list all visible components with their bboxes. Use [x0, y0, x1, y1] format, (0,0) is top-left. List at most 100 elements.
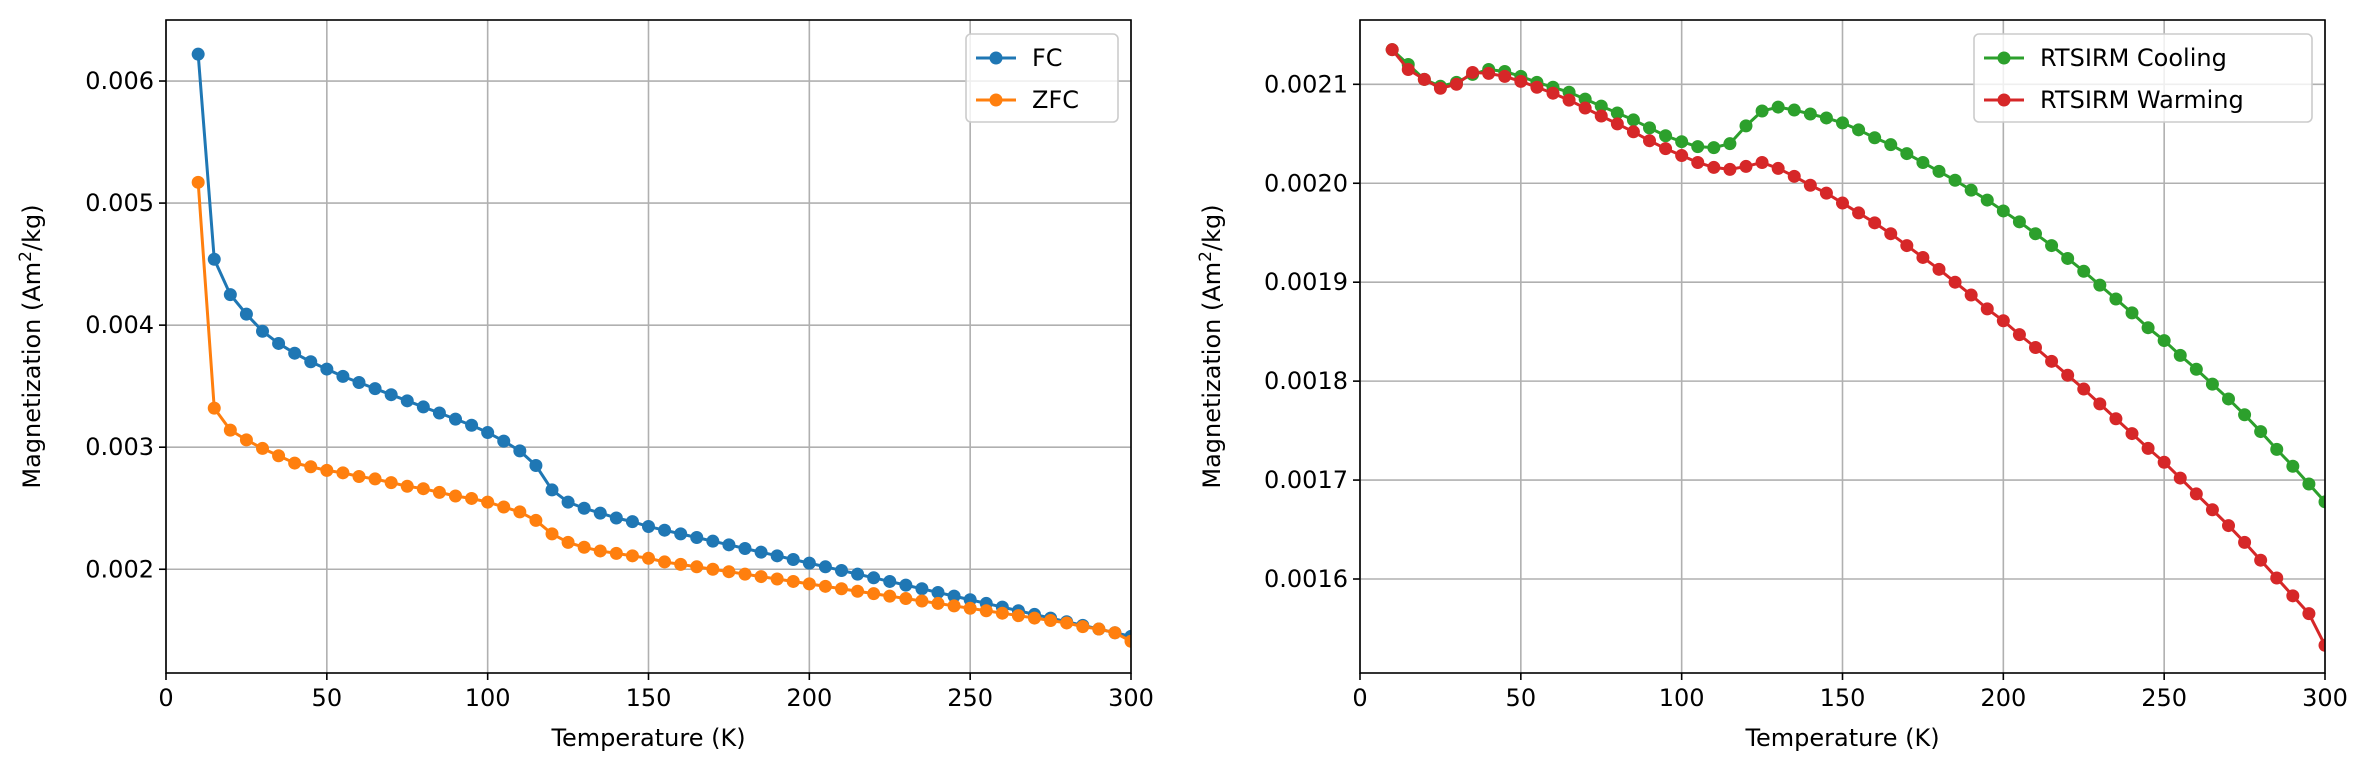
data-point [497, 434, 511, 448]
data-point [1643, 134, 1656, 148]
data-point [1836, 196, 1849, 210]
data-point [1900, 239, 1914, 253]
legend: RTSIRM Cooling RTSIRM Warming [1973, 33, 2313, 123]
data-point [2077, 264, 2091, 278]
data-point [1659, 142, 1673, 156]
data-point [1578, 101, 1592, 115]
data-point [577, 501, 591, 515]
data-point [738, 567, 752, 581]
data-point [400, 394, 414, 408]
data-point [2093, 278, 2107, 292]
data-point [979, 604, 993, 618]
data-point [1610, 117, 1624, 131]
data-point [1401, 62, 1415, 76]
data-point [191, 175, 205, 189]
data-point [1385, 43, 1399, 57]
data-point [754, 545, 768, 559]
data-point [2045, 239, 2059, 253]
data-point [449, 489, 462, 503]
data-point [1932, 262, 1946, 276]
data-point [191, 47, 205, 61]
data-point [1610, 106, 1624, 120]
data-point [561, 535, 575, 549]
data-point [2141, 441, 2155, 455]
data-point [2125, 427, 2139, 441]
data-point [2189, 487, 2203, 501]
data-point [1562, 93, 1576, 107]
data-point [1868, 216, 1882, 230]
data-point [288, 456, 302, 470]
data-point [1980, 193, 1994, 207]
data-point [802, 577, 816, 591]
x-axis-label: Temperature (K) [550, 724, 745, 752]
data-point [1691, 140, 1705, 154]
data-point [1723, 162, 1737, 176]
data-point [1675, 149, 1689, 163]
data-point [288, 346, 302, 360]
data-point [497, 500, 511, 514]
data-point [1755, 155, 1769, 169]
data-point [2012, 328, 2026, 342]
data-point [642, 551, 655, 565]
data-point [1755, 104, 1769, 118]
data-point [1707, 160, 1721, 174]
data-point [2173, 348, 2187, 362]
y-axis-label: Magnetization (Am2/kg) [1196, 204, 1226, 488]
data-point [883, 589, 897, 603]
data-point [2109, 292, 2123, 306]
data-point [915, 582, 929, 596]
data-point [1466, 65, 1480, 79]
data-point [1011, 609, 1025, 623]
y-tick-label: 0.002 [85, 555, 154, 583]
data-point [2093, 397, 2107, 411]
data-point [786, 552, 800, 566]
x-tick-label: 200 [1980, 684, 2026, 712]
data-point [384, 388, 398, 402]
data-point [2270, 442, 2284, 456]
data-point [1787, 103, 1801, 117]
data-point [432, 485, 446, 499]
data-point [722, 538, 736, 552]
y-tick-label: 0.0020 [1264, 169, 1348, 197]
data-point [1108, 626, 1122, 640]
legend: FC ZFC [965, 33, 1119, 123]
data-point [2157, 455, 2171, 469]
data-point [995, 606, 1009, 620]
data-point [2254, 425, 2268, 439]
data-point [2302, 607, 2316, 621]
data-point [1626, 125, 1640, 139]
data-point [1771, 100, 1785, 114]
data-point [239, 307, 253, 321]
data-point [432, 406, 446, 420]
data-point [1546, 86, 1560, 100]
data-point [674, 527, 688, 541]
x-tick-label: 300 [2302, 684, 2348, 712]
data-point [2012, 215, 2026, 229]
legend-label: ZFC [1032, 86, 1079, 114]
y-tick-label: 0.006 [85, 67, 154, 95]
data-point [2205, 377, 2219, 391]
data-point [899, 592, 913, 606]
data-point [706, 562, 720, 576]
y-tick-label: 0.0018 [1264, 367, 1348, 395]
data-point [1594, 99, 1608, 113]
data-point [384, 476, 398, 490]
legend-entry: ZFC [976, 86, 1079, 114]
data-point [1514, 74, 1528, 88]
grid [165, 20, 1132, 673]
data-point [658, 523, 672, 537]
data-point [1707, 141, 1721, 155]
data-point [1028, 611, 1041, 625]
x-tick-label: 0 [1352, 684, 1367, 712]
data-point [481, 495, 495, 509]
data-point [223, 423, 237, 437]
series-group [191, 47, 1131, 648]
data-point [2238, 408, 2252, 422]
data-point [1594, 109, 1608, 123]
data-point [609, 511, 623, 525]
x-tick-label: 100 [1659, 684, 1705, 712]
data-point [416, 482, 430, 496]
x-tick-label: 50 [312, 684, 343, 712]
y-tick-label: 0.0017 [1264, 466, 1348, 494]
